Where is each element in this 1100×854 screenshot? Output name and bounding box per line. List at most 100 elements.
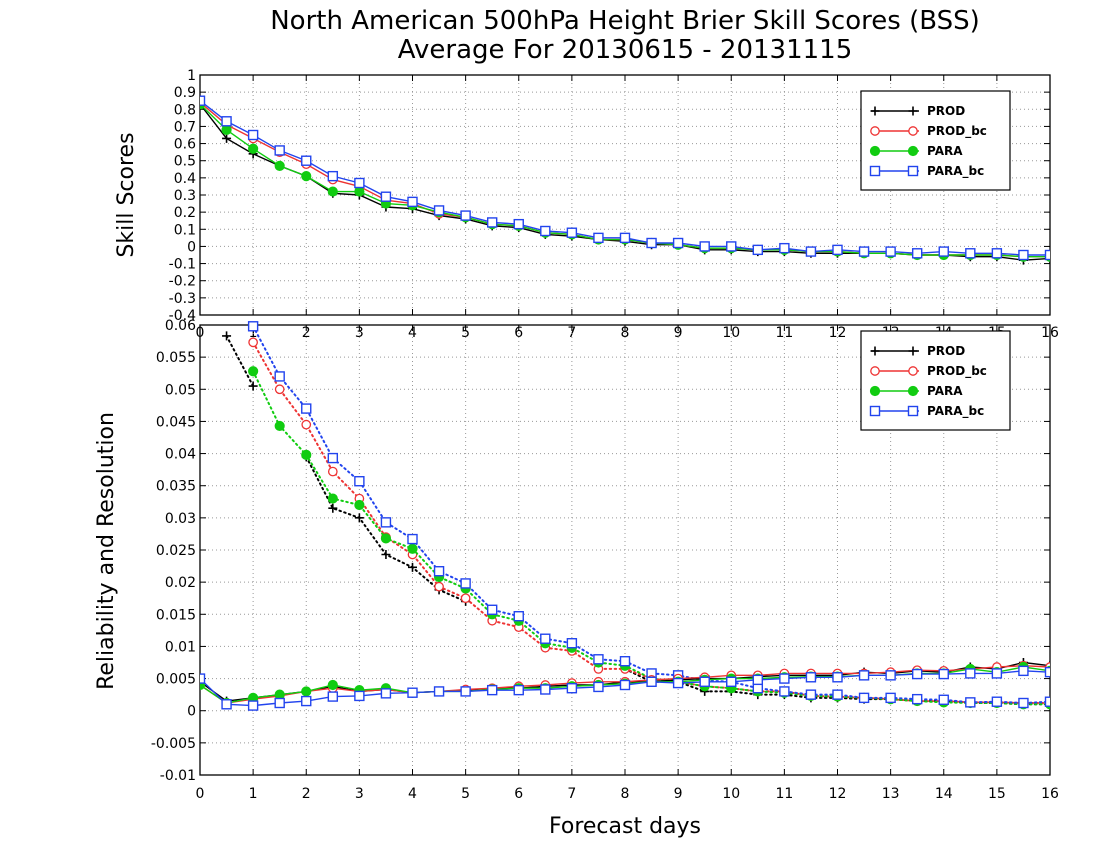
- y-tick-label: 0.4: [174, 171, 196, 187]
- chart-title-line2: Average For 20130615 - 20131115: [398, 35, 853, 65]
- x-tick-label: 10: [722, 786, 740, 802]
- series-para-bc-point: [1044, 249, 1050, 261]
- y-tick-label: 0.1: [174, 222, 196, 238]
- y-tick-label: 0.015: [156, 607, 196, 623]
- series-para-bc-resolution-point: [938, 694, 949, 705]
- legend-label-para: PARA: [927, 144, 963, 158]
- legend-swatch-marker: [908, 346, 918, 356]
- series-para-bc-resolution-point: [566, 638, 578, 649]
- x-axis-title: Forecast days: [549, 814, 701, 839]
- series-prod-bc-resolution-point: [301, 419, 312, 430]
- series-para-bc-resolution-point: [486, 604, 498, 615]
- series-para-bc-resolution-point: [991, 696, 1003, 707]
- series-para-bc-point: [699, 241, 710, 252]
- series-layer: [200, 95, 1050, 265]
- legend-swatch-marker: [908, 106, 918, 116]
- series-para-bc-reliability-point: [965, 668, 976, 679]
- series-para-bc-resolution-point: [354, 476, 365, 487]
- series-para-bc-point: [380, 191, 392, 202]
- series-para-bc-reliability-point: [726, 676, 737, 687]
- series-para-resolution-point: [327, 493, 338, 504]
- series-para-bc-reliability-point: [354, 690, 365, 702]
- y-tick-label: -0.4: [169, 308, 196, 324]
- series-para-bc-reliability-point: [779, 673, 790, 684]
- series-para-bc-point: [672, 237, 684, 249]
- series-para-bc-point: [965, 248, 976, 259]
- x-tick-label: 12: [829, 786, 847, 802]
- y-tick-label: -0.3: [169, 291, 196, 307]
- series-para-bc-reliability-point: [619, 679, 631, 691]
- series-para-bc-resolution-point: [274, 371, 285, 382]
- series-para-bc-reliability-point: [380, 688, 392, 699]
- series-para-bc-point: [433, 205, 445, 216]
- series-para-bc-reliability-point: [407, 687, 418, 698]
- y-tick-label: -0.1: [169, 257, 196, 273]
- y-tick-label: 0.01: [165, 639, 196, 655]
- series-para-resolution-point: [380, 533, 392, 544]
- x-tick-label: 5: [461, 786, 470, 802]
- series-para-bc-resolution-point: [832, 689, 843, 700]
- legend: PROD PROD_bc PARA PARA_bc: [860, 330, 1011, 431]
- y-tick-label: 0.7: [174, 119, 196, 135]
- series-para-reliability-point: [327, 679, 338, 691]
- series-prod-bc-resolution-point: [460, 593, 471, 604]
- series-para-bc-resolution-point: [1044, 696, 1050, 707]
- y-tick-label: 0.055: [156, 350, 196, 366]
- series-prod-bc-resolution-point: [248, 337, 258, 348]
- series-para-point: [274, 160, 285, 171]
- y-tick-label: 0.035: [156, 479, 196, 495]
- y-tick-label: 0.045: [156, 414, 196, 430]
- series-para-bc-reliability-point: [885, 670, 896, 681]
- x-tick-label: 7: [567, 786, 576, 802]
- x-tick-label: 0: [196, 786, 205, 802]
- series-para-bc-reliability-point: [513, 684, 524, 696]
- series-para-bc-point: [407, 196, 418, 208]
- series-para-bc-point: [858, 246, 870, 257]
- series-para-bc-resolution-point: [965, 697, 976, 708]
- series-para-bc-point: [752, 244, 764, 256]
- series-para-bc-resolution-point: [752, 683, 764, 694]
- x-tick-label: 11: [775, 786, 793, 802]
- series-prod-resolution-point: [408, 562, 417, 572]
- series-para-bc-reliability-point: [221, 699, 232, 710]
- series-para-bc-resolution-point: [513, 611, 524, 622]
- series-para-reliability-point: [301, 686, 312, 697]
- series-para-point: [301, 171, 312, 182]
- series-para-bc-reliability-point: [566, 683, 578, 694]
- top-y-axis-title: Skill Scores: [114, 132, 139, 257]
- series-para-bc-resolution-point: [858, 692, 870, 704]
- series-prod-resolution-point: [354, 513, 364, 523]
- series-para-bc-resolution-point: [911, 693, 923, 705]
- x-tick-label: 4: [408, 786, 417, 802]
- series-para-bc-point: [221, 116, 232, 127]
- series-para-bc-reliability-point: [752, 674, 764, 686]
- y-tick-label: 0.6: [174, 137, 196, 153]
- y-tick-label: 1: [187, 68, 196, 84]
- series-para-bc-point: [593, 232, 604, 244]
- series-prod-resolution-point: [381, 550, 391, 559]
- series-para-bc-reliability-point: [832, 672, 843, 683]
- series-para-bc-point: [354, 177, 365, 189]
- series-para-bc-reliability-point: [200, 673, 206, 684]
- y-tick-label: -0.005: [151, 736, 196, 752]
- series-prod-point: [222, 133, 232, 143]
- series-para-bc-resolution-point: [380, 517, 392, 528]
- y-tick-label: 0.5: [174, 154, 196, 170]
- series-para-bc-reliability-point: [486, 684, 498, 696]
- x-tick-label: 13: [882, 786, 900, 802]
- series-para-resolution-point: [407, 543, 418, 554]
- series-para-bc-point: [938, 246, 949, 257]
- legend-swatch-marker: [870, 126, 880, 136]
- series-prod-resolution-point: [222, 331, 232, 341]
- legend-swatch-marker: [908, 366, 918, 376]
- series-para-bc-resolution-point: [301, 403, 312, 414]
- legend-box: [860, 90, 1011, 191]
- y-tick-label: 0.2: [174, 205, 196, 221]
- legend-swatch-marker: [869, 145, 881, 157]
- y-tick-label: 0.02: [165, 575, 196, 591]
- series-para-bc-reliability-point: [1018, 665, 1029, 677]
- series-prod-bc-resolution-point: [434, 581, 444, 592]
- series-para-point: [221, 124, 232, 135]
- legend-box: [860, 330, 1011, 431]
